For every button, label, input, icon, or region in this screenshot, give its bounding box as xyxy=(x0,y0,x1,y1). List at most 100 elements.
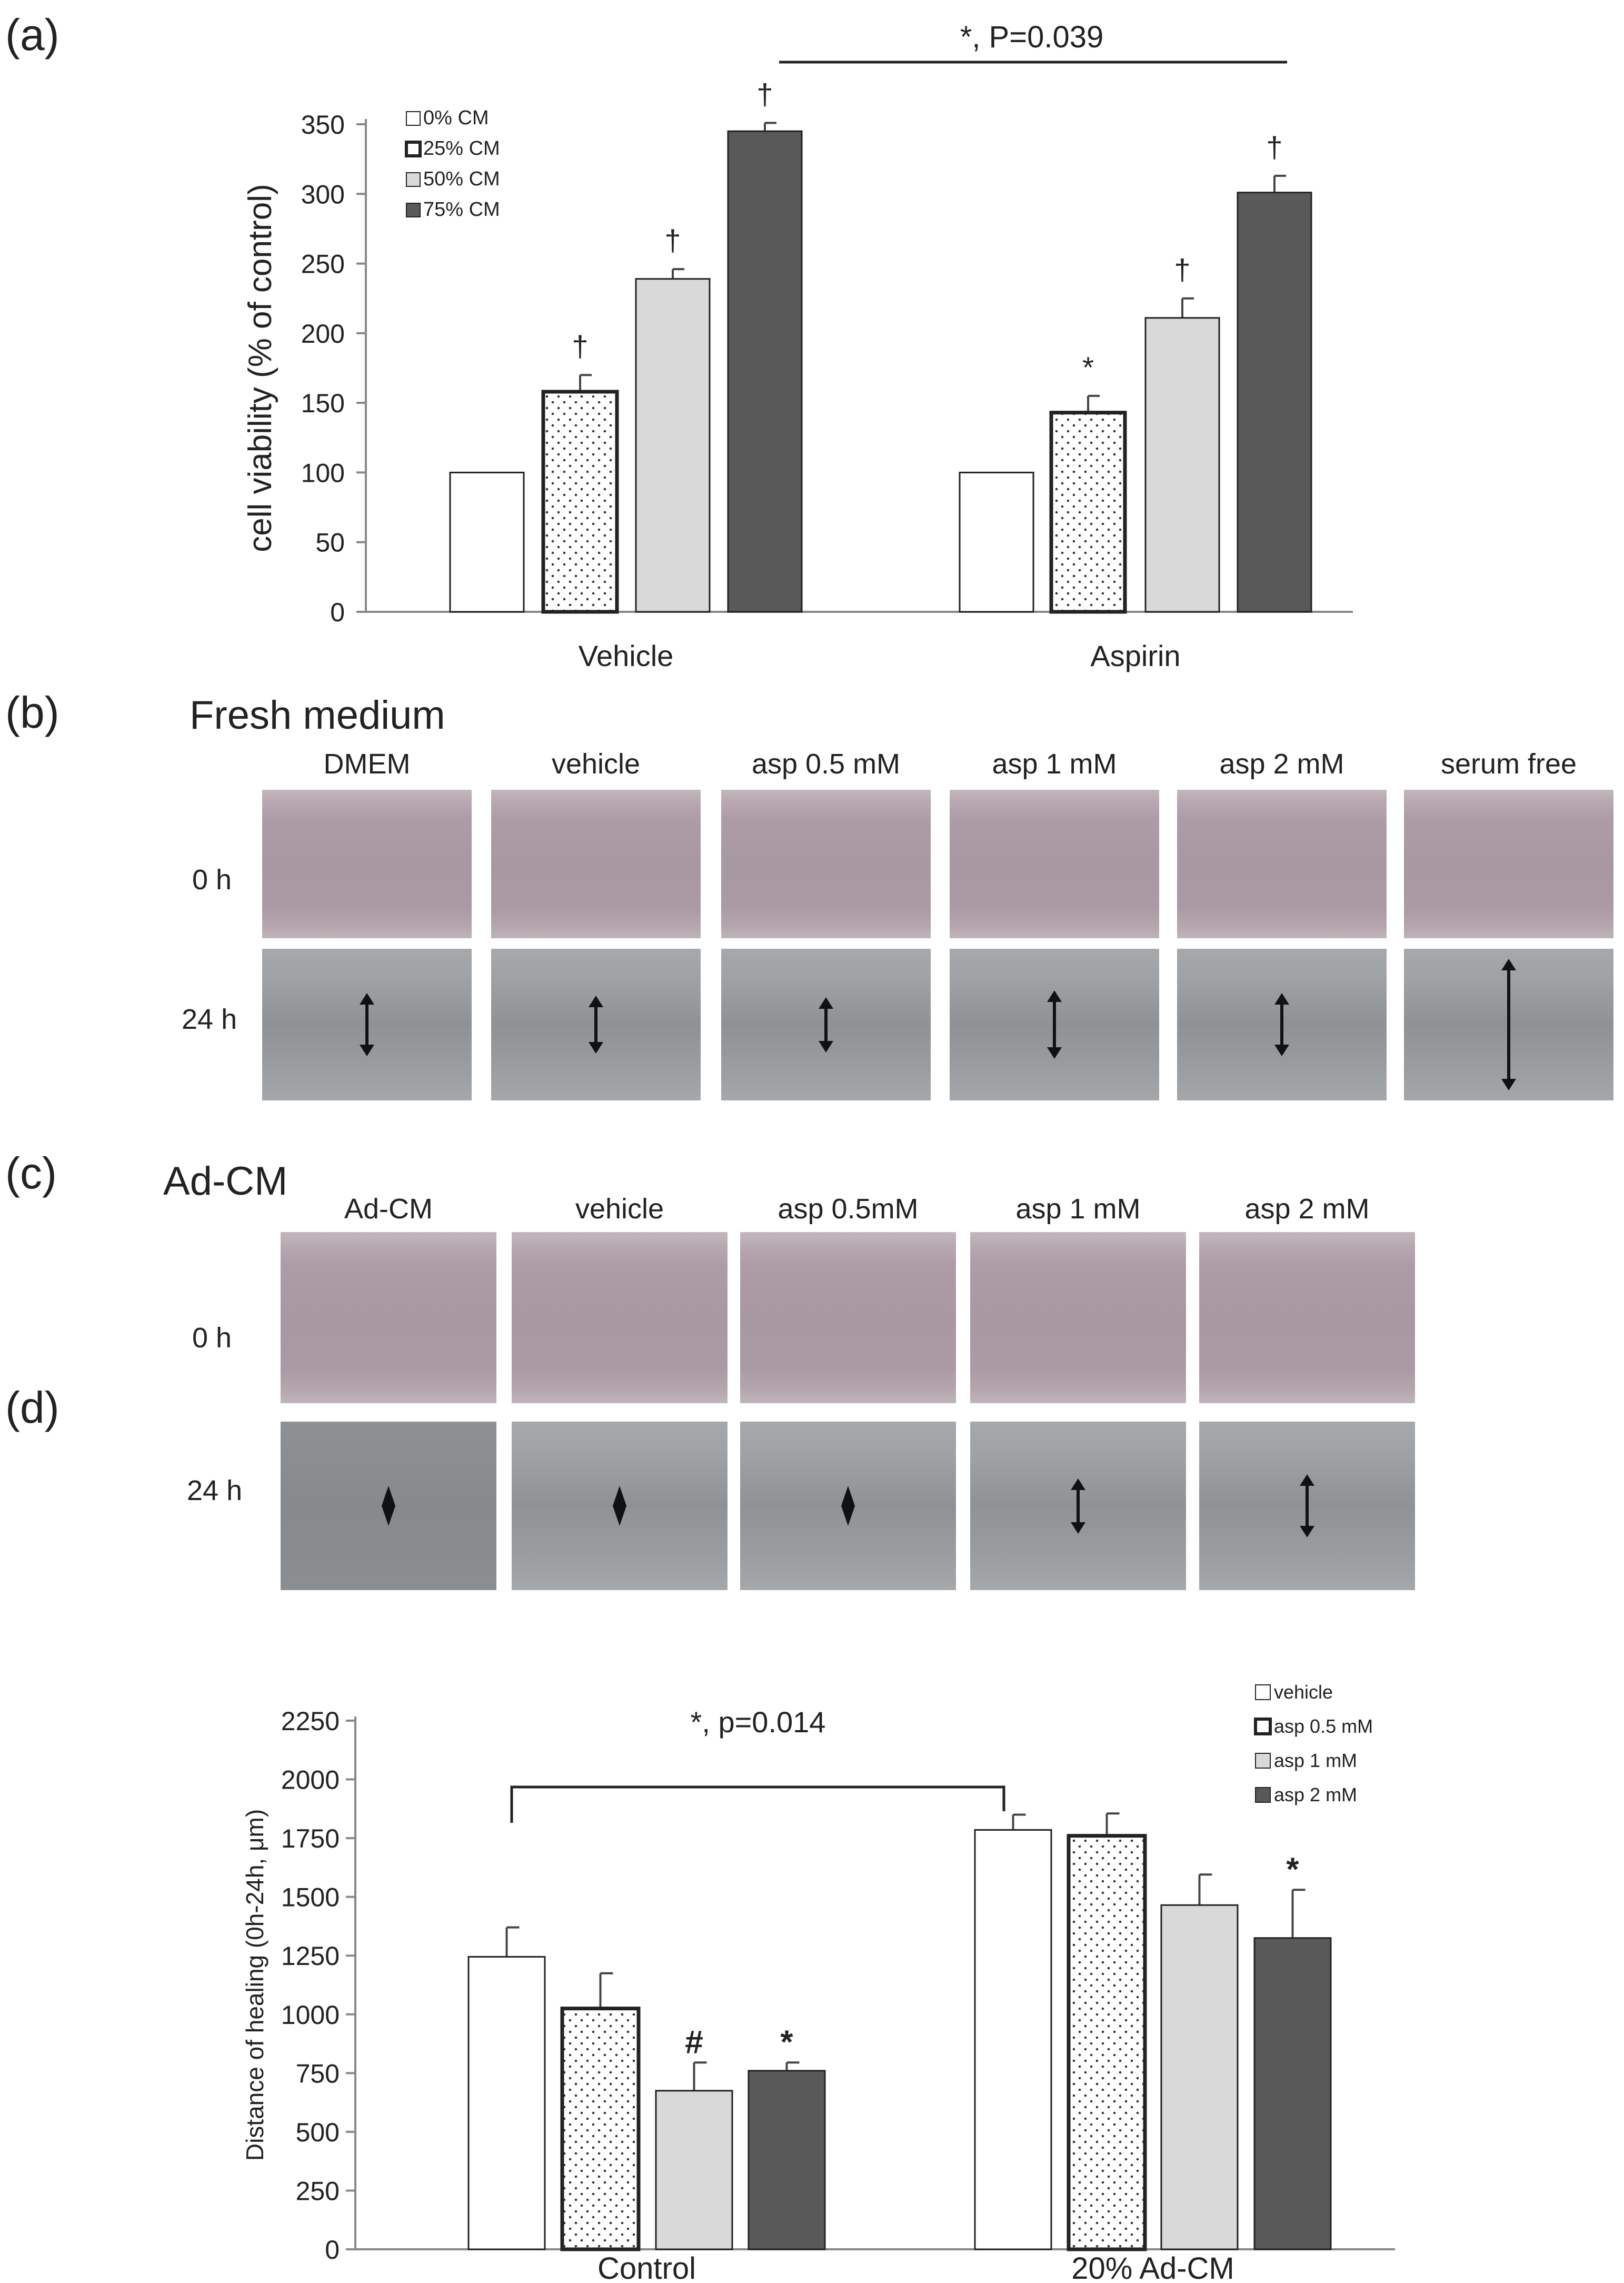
legend-label-d: asp 1 mM xyxy=(1274,1750,1357,1771)
bar-a-aspirin-0 xyxy=(959,471,1034,613)
panel-c-micrograph-0h xyxy=(1199,1232,1415,1403)
y-tick-label-d: 0 xyxy=(325,2235,340,2265)
panel-c-micrograph-0h xyxy=(512,1232,728,1403)
legend-swatch-d xyxy=(1254,1718,1272,1735)
panel-label-d: (d) xyxy=(5,1383,59,1432)
panel-b-micrograph-0h xyxy=(262,790,472,938)
panel-b-gap-arrow xyxy=(1274,993,1290,1056)
y-tick-label-d: 2250 xyxy=(281,1706,340,1736)
panel-b-gap-arrow xyxy=(818,997,834,1053)
panel-c-micrograph-0h xyxy=(281,1232,496,1403)
legend-label-a: 50% CM xyxy=(423,168,500,190)
significance-mark-a: † xyxy=(572,330,588,363)
panel-c-gap-arrow xyxy=(612,1485,627,1527)
y-tick-label-d: 1500 xyxy=(281,1883,340,1912)
legend-swatch-a xyxy=(406,111,421,126)
bar-d-1-1 xyxy=(1067,1834,1147,2251)
significance-mark-a: † xyxy=(1174,253,1190,286)
panel-label-b: (b) xyxy=(5,688,59,737)
bar-d-0-1 xyxy=(560,2007,641,2251)
panel-b-micrograph-0h xyxy=(1177,790,1387,938)
y-tick-label-d: 500 xyxy=(296,2118,340,2147)
bar-a-aspirin-1 xyxy=(1049,411,1127,614)
panel-c-row-0h: 0 h xyxy=(192,1322,232,1354)
x-category-label-a: Vehicle xyxy=(579,639,674,672)
panel-c-column-label: vehicle xyxy=(575,1193,664,1225)
legend-swatch-a xyxy=(405,141,422,157)
panel-b-gap-arrow xyxy=(359,993,375,1056)
chart-d: 0 250 500 750 1000 1250 1500 1750 2000 2250 Distan… xyxy=(241,1681,1395,2283)
panel-b-row-24h: 24 h xyxy=(182,1004,237,1035)
panel-b-gap-arrow xyxy=(1047,990,1062,1059)
panel-b-title: Fresh medium xyxy=(190,693,445,738)
panel-label-a: (a) xyxy=(5,10,59,59)
legend-label-d: asp 0.5 mM xyxy=(1274,1715,1373,1737)
panel-b-column-label: asp 2 mM xyxy=(1219,748,1344,780)
legend-swatch-d xyxy=(1255,1787,1271,1803)
y-tick-label-d: 250 xyxy=(296,2176,340,2206)
significance-mark-a: * xyxy=(1082,351,1094,384)
panel-b-column-label: DMEM xyxy=(323,748,411,780)
y-tick-label-a: 300 xyxy=(301,180,345,209)
panel-b-gap-arrow xyxy=(1501,959,1517,1090)
x-category-label-a: Aspirin xyxy=(1090,639,1180,672)
y-tick-label-d: 750 xyxy=(296,2059,340,2088)
bar-a-vehicle-0 xyxy=(449,471,525,613)
significance-mark-d: # xyxy=(685,2024,703,2060)
panel-c-gap-arrow xyxy=(381,1485,396,1527)
legend-label-a: 0% CM xyxy=(423,107,489,129)
panel-label-c: (c) xyxy=(5,1148,57,1198)
y-tick-label-d: 1250 xyxy=(281,1941,340,1971)
y-tick-label-a: 50 xyxy=(315,528,345,558)
panel-b-column-label: asp 1 mM xyxy=(992,748,1117,780)
panel-c-column-label: asp 2 mM xyxy=(1244,1193,1370,1225)
bar-a-vehicle-1 xyxy=(541,390,619,614)
legend-label-a: 25% CM xyxy=(423,137,500,160)
bar-d-0-2 xyxy=(655,2090,733,2250)
significance-mark-d: * xyxy=(780,2024,793,2060)
bar-a-aspirin-3 xyxy=(1237,192,1312,613)
significance-mark-d: * xyxy=(1286,1851,1299,1888)
y-tick-label-d: 1000 xyxy=(281,2000,340,2030)
significance-annotation-a: *, P=0.039 xyxy=(960,20,1104,54)
chart-a: 0 50 100 150 200 250 300 350 cell viability (% o… xyxy=(242,20,1353,672)
legend-swatch-a xyxy=(406,203,421,217)
panel-c-title: Ad-CM xyxy=(163,1159,288,1204)
panel-b-micrograph-0h xyxy=(1404,790,1613,938)
panel-b-micrograph-0h xyxy=(950,790,1159,938)
legend-label-a: 75% CM xyxy=(423,198,500,221)
significance-mark-a: † xyxy=(1266,131,1282,164)
x-category-label-d: 20% Ad-CM xyxy=(1071,2251,1234,2283)
legend-label-d: asp 2 mM xyxy=(1274,1784,1357,1805)
bar-d-1-2 xyxy=(1160,1904,1239,2250)
y-tick-label-a: 200 xyxy=(301,319,345,349)
bar-d-1-3 xyxy=(1253,1937,1332,2250)
y-axis-title-a: cell viability (% of control) xyxy=(242,184,278,552)
panel-b-row-0h: 0 h xyxy=(192,864,232,896)
panel-b-micrograph-0h xyxy=(721,790,931,938)
legend-label-d: vehicle xyxy=(1274,1681,1333,1703)
y-tick-label-a: 100 xyxy=(301,458,345,488)
panel-c-gap-arrow xyxy=(840,1485,856,1527)
panel-b-column-label: vehicle xyxy=(551,748,641,780)
panel-c-gap-arrow xyxy=(1070,1478,1086,1534)
panel-c-column-label: asp 1 mM xyxy=(1015,1193,1141,1225)
panel-b-gap-arrow xyxy=(588,996,604,1054)
panel-c-micrograph-0h xyxy=(970,1232,1186,1403)
bar-d-0-3 xyxy=(748,2070,826,2250)
y-tick-label-a: 150 xyxy=(301,389,345,418)
significance-mark-a: † xyxy=(664,224,681,257)
bar-a-aspirin-2 xyxy=(1144,317,1220,613)
panel-b-column-label: asp 0.5 mM xyxy=(751,748,901,780)
significance-annotation-d: *, p=0.014 xyxy=(691,1705,826,1739)
y-tick-label-a: 350 xyxy=(301,110,345,140)
bar-d-0-0 xyxy=(467,1956,546,2250)
significance-bracket-d xyxy=(510,1785,1005,1823)
legend-swatch-d xyxy=(1255,1684,1271,1700)
panel-c-gap-arrow xyxy=(1299,1474,1315,1537)
panel-c-micrograph-0h xyxy=(740,1232,956,1403)
bar-a-vehicle-3 xyxy=(727,130,803,613)
y-tick-label-d: 1750 xyxy=(281,1824,340,1853)
legend-swatch-d xyxy=(1255,1753,1271,1769)
x-category-label-d: Control xyxy=(597,2251,696,2283)
